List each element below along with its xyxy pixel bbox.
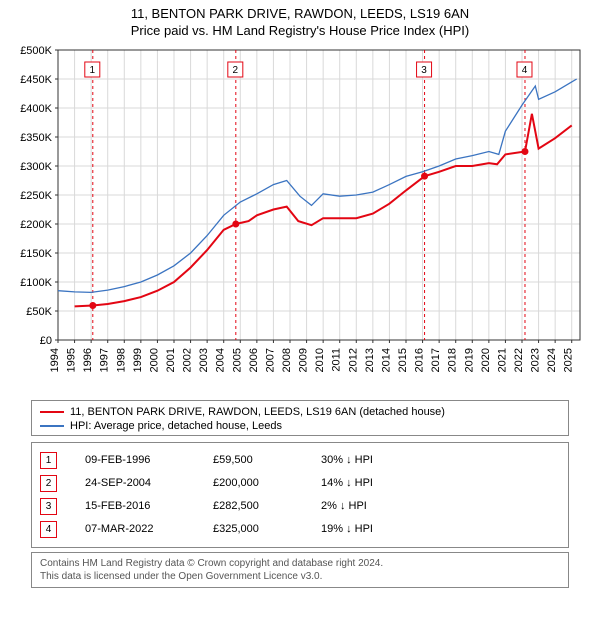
sale-row: 2 24-SEP-2004 £200,000 14% ↓ HPI [40, 472, 560, 495]
sale-price: £59,500 [213, 454, 293, 466]
note-line2: This data is licensed under the Open Gov… [40, 570, 560, 583]
footer-notes: Contains HM Land Registry data © Crown c… [31, 552, 569, 588]
x-tick-label: 2004 [215, 348, 227, 372]
x-tick-label: 2020 [480, 348, 492, 372]
sale-number-box: 4 [40, 521, 57, 538]
legend-row: 11, BENTON PARK DRIVE, RAWDON, LEEDS, LS… [40, 405, 560, 419]
sale-point [421, 172, 428, 179]
x-tick-label: 2022 [513, 348, 525, 372]
x-tick-label: 2015 [397, 348, 409, 372]
x-tick-label: 2023 [530, 348, 542, 372]
x-tick-label: 2001 [165, 348, 177, 372]
sale-date: 09-FEB-1996 [85, 454, 185, 466]
legend: 11, BENTON PARK DRIVE, RAWDON, LEEDS, LS… [31, 400, 569, 436]
y-tick-label: £450K [20, 74, 52, 86]
sale-diff: 30% ↓ HPI [321, 454, 411, 466]
x-tick-label: 1994 [49, 348, 61, 372]
title-line1: 11, BENTON PARK DRIVE, RAWDON, LEEDS, LS… [0, 6, 600, 23]
sale-diff: 19% ↓ HPI [321, 523, 411, 535]
x-tick-label: 2005 [231, 348, 243, 372]
sales-table: 1 09-FEB-1996 £59,500 30% ↓ HPI 2 24-SEP-2004… [31, 442, 569, 548]
x-tick-label: 2013 [364, 348, 376, 372]
y-tick-label: £50K [26, 306, 52, 318]
sale-diff: 14% ↓ HPI [321, 477, 411, 489]
legend-label: 11, BENTON PARK DRIVE, RAWDON, LEEDS, LS… [70, 406, 445, 418]
sale-date: 15-FEB-2016 [85, 500, 185, 512]
sale-date: 07-MAR-2022 [85, 523, 185, 535]
series-hpi [58, 79, 577, 292]
sale-row: 1 09-FEB-1996 £59,500 30% ↓ HPI [40, 449, 560, 472]
sale-diff: 2% ↓ HPI [321, 500, 411, 512]
x-tick-label: 1997 [99, 348, 111, 372]
sale-number-box: 3 [40, 498, 57, 515]
sale-price: £200,000 [213, 477, 293, 489]
x-tick-label: 2000 [148, 348, 160, 372]
sale-point [521, 148, 528, 155]
x-tick-label: 2025 [563, 348, 575, 372]
chart-area: £0 £50K £100K £150K £200K £250K £300K £350K £400… [0, 40, 600, 400]
y-tick-label: £400K [20, 103, 52, 115]
legend-swatch [40, 411, 64, 413]
line-chart: £0 £50K £100K £150K £200K £250K £300K £350K £400… [0, 40, 600, 400]
sale-number-box: 1 [40, 452, 57, 469]
y-tick-label: £0 [40, 335, 52, 347]
annotation-num: 2 [233, 65, 239, 76]
sale-row: 4 07-MAR-2022 £325,000 19% ↓ HPI [40, 518, 560, 541]
y-tick-label: £350K [20, 132, 52, 144]
x-tick-label: 2009 [298, 348, 310, 372]
annotation-num: 1 [90, 65, 96, 76]
legend-swatch [40, 425, 64, 427]
x-tick-label: 2014 [380, 348, 392, 372]
y-tick-label: £300K [20, 161, 52, 173]
sale-number-box: 2 [40, 475, 57, 492]
x-tick-label: 2011 [331, 348, 343, 372]
x-tick-label: 2008 [281, 348, 293, 372]
x-tick-label: 1999 [132, 348, 144, 372]
sale-row: 3 15-FEB-2016 £282,500 2% ↓ HPI [40, 495, 560, 518]
legend-label: HPI: Average price, detached house, Leed… [70, 420, 282, 432]
y-tick-label: £150K [20, 248, 52, 260]
title-line2: Price paid vs. HM Land Registry's House … [0, 23, 600, 40]
sale-date: 24-SEP-2004 [85, 477, 185, 489]
x-tick-label: 2006 [248, 348, 260, 372]
x-tick-label: 2024 [546, 348, 558, 372]
sale-price: £325,000 [213, 523, 293, 535]
y-tick-label: £100K [20, 277, 52, 289]
x-tick-label: 2017 [430, 348, 442, 372]
x-tick-label: 2016 [414, 348, 426, 372]
sale-point [232, 220, 239, 227]
note-line1: Contains HM Land Registry data © Crown c… [40, 557, 560, 570]
legend-row: HPI: Average price, detached house, Leed… [40, 419, 560, 433]
x-tick-label: 2021 [496, 348, 508, 372]
x-tick-label: 2010 [314, 348, 326, 372]
x-tick-label: 1996 [82, 348, 94, 372]
x-tick-label: 1998 [115, 348, 127, 372]
sale-point [89, 302, 96, 309]
annotation-num: 4 [522, 65, 528, 76]
y-tick-label: £500K [20, 45, 52, 57]
x-tick-label: 2019 [463, 348, 475, 372]
annotation-num: 3 [421, 65, 427, 76]
x-tick-label: 2018 [447, 348, 459, 372]
x-tick-label: 2003 [198, 348, 210, 372]
sale-price: £282,500 [213, 500, 293, 512]
y-tick-label: £250K [20, 190, 52, 202]
x-tick-label: 2012 [347, 348, 359, 372]
x-tick-label: 2002 [182, 348, 194, 372]
y-tick-label: £200K [20, 219, 52, 231]
x-tick-label: 1995 [66, 348, 78, 372]
x-tick-label: 2007 [264, 348, 276, 372]
chart-titles: 11, BENTON PARK DRIVE, RAWDON, LEEDS, LS… [0, 0, 600, 40]
